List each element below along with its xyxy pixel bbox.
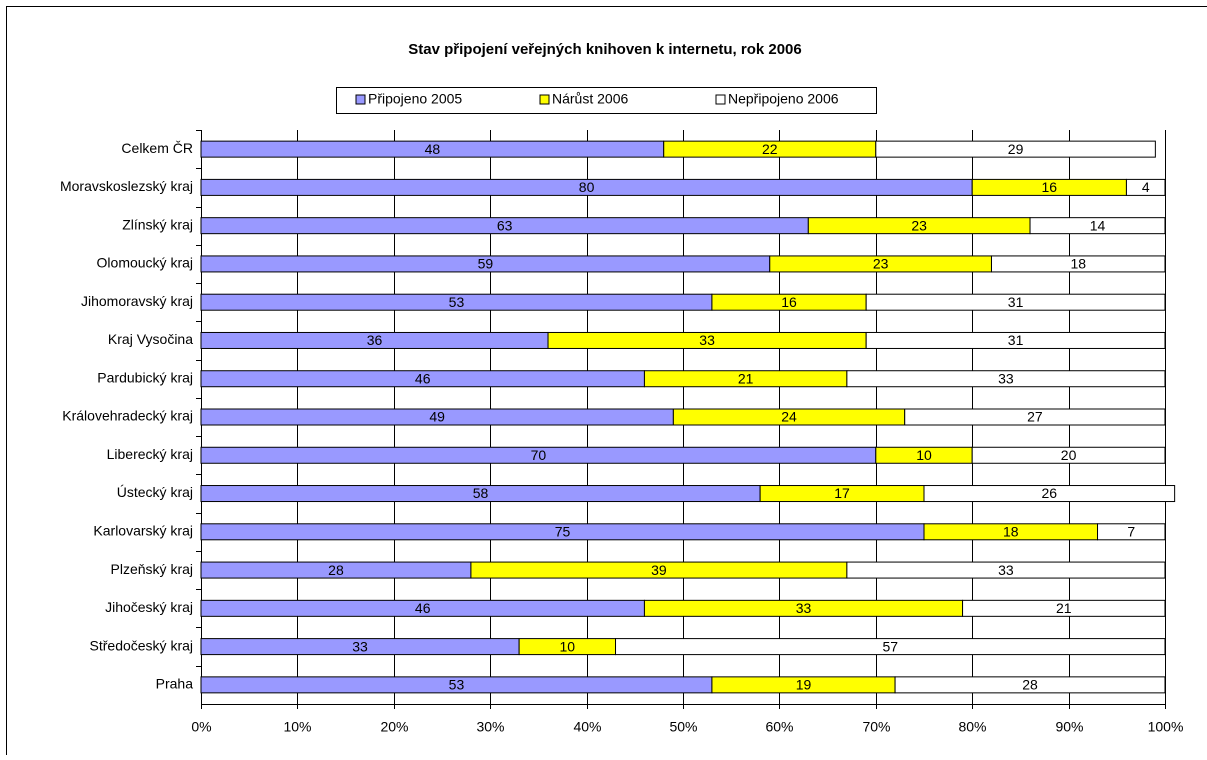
data-label: 29 [1008,141,1024,157]
y-tick-label: Karlovarský kraj [93,523,193,539]
data-label: 20 [1061,447,1077,463]
data-label: 26 [1042,485,1058,501]
data-label: 4 [1142,179,1150,195]
data-label: 28 [1022,677,1038,693]
data-label: 23 [873,256,889,272]
data-label: 21 [1056,600,1072,616]
data-label: 10 [916,447,932,463]
data-label: 36 [367,332,383,348]
data-label: 33 [998,370,1014,386]
data-label: 18 [1070,256,1086,272]
data-label: 53 [449,294,465,310]
data-label: 46 [415,370,431,386]
x-tick-label: 20% [380,719,408,735]
x-tick-label: 90% [1055,719,1083,735]
data-label: 23 [911,217,927,233]
data-label: 70 [531,447,547,463]
x-tick-label: 30% [476,719,504,735]
y-tick-label: Liberecký kraj [107,446,193,462]
legend-label: Připojeno 2005 [368,91,462,107]
y-tick-label: Pardubický kraj [97,369,193,385]
y-tick-label: Středočeský kraj [90,637,193,653]
data-label: 17 [834,485,850,501]
data-label: 28 [328,562,344,578]
data-label: 33 [796,600,812,616]
x-tick-label: 10% [283,719,311,735]
data-label: 16 [781,294,797,310]
y-tick-label: Jihočeský kraj [105,599,193,615]
x-tick-label: 70% [862,719,890,735]
data-label: 33 [352,638,368,654]
x-tick-label: 100% [1148,719,1184,735]
data-label: 19 [796,677,812,693]
data-label: 75 [555,524,571,540]
data-label: 49 [429,409,445,425]
legend-swatch [540,95,549,104]
data-label: 16 [1042,179,1058,195]
data-label: 58 [473,485,489,501]
data-label: 63 [497,217,513,233]
y-tick-label: Praha [156,676,194,692]
data-label: 39 [651,562,667,578]
data-label: 57 [882,638,898,654]
data-label: 33 [998,562,1014,578]
data-label: 14 [1090,217,1106,233]
data-label: 18 [1003,524,1019,540]
data-label: 21 [738,370,754,386]
data-label: 59 [478,256,494,272]
data-label: 53 [449,677,465,693]
data-label: 31 [1008,294,1024,310]
data-label: 48 [425,141,441,157]
data-label: 24 [781,409,797,425]
y-tick-label: Jihomoravský kraj [81,293,193,309]
data-label: 22 [762,141,778,157]
y-tick-label: Ústecký kraj [117,484,193,500]
legend-swatch [356,95,365,104]
legend-label: Nepřipojeno 2006 [728,91,839,107]
legend-swatch [716,95,725,104]
y-tick-label: Olomoucký kraj [97,255,193,271]
data-label: 31 [1008,332,1024,348]
x-tick-label: 40% [573,719,601,735]
legend-label: Nárůst 2006 [552,91,628,107]
y-tick-label: Moravskoslezský kraj [60,178,193,194]
x-tick-label: 60% [765,719,793,735]
y-tick-label: Kraj Vysočina [108,331,193,347]
x-tick-label: 0% [191,719,211,735]
x-tick-label: 80% [958,719,986,735]
data-label: 80 [579,179,595,195]
y-tick-label: Královehradecký kraj [62,408,193,424]
data-label: 46 [415,600,431,616]
data-label: 10 [560,638,576,654]
y-tick-label: Zlínský kraj [122,216,193,232]
y-tick-label: Celkem ČR [121,140,193,156]
data-label: 27 [1027,409,1043,425]
y-tick-label: Plzeňský kraj [111,561,193,577]
data-label: 7 [1127,524,1135,540]
data-label: 33 [699,332,715,348]
chart-title: Stav připojení veřejných knihoven k inte… [408,41,801,58]
x-tick-label: 50% [669,719,697,735]
